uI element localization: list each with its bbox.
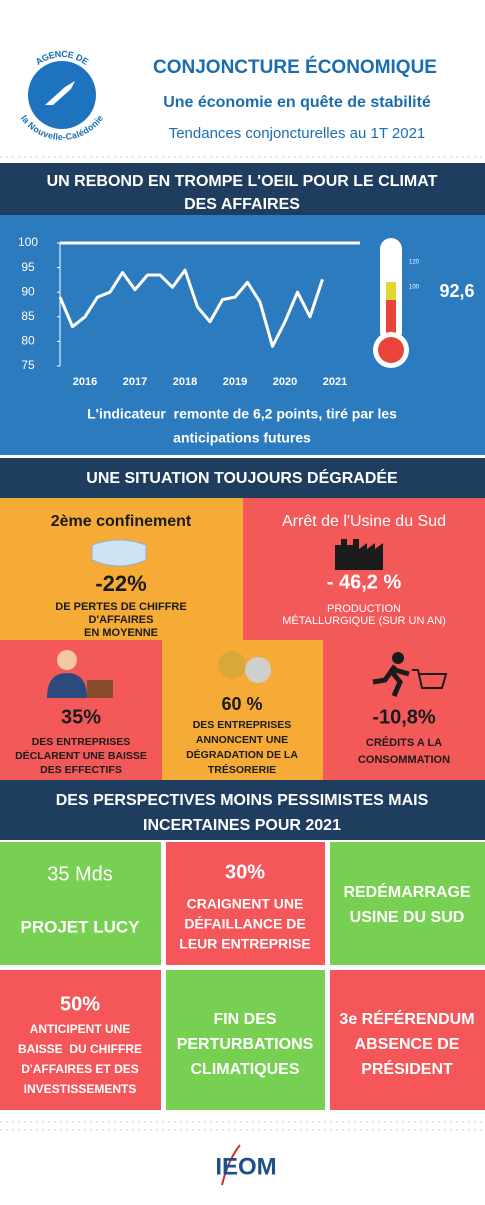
section-heading-bg <box>0 780 485 840</box>
y-tick-label: 95 <box>21 260 35 274</box>
coin-icon <box>245 657 271 683</box>
x-tick-label: 2019 <box>223 376 247 388</box>
briefcase-icon <box>87 680 113 698</box>
card-text: DE PERTES DE CHIFFRE <box>55 601 186 613</box>
card-text: 3e RÉFÉRENDUM <box>339 1009 474 1028</box>
footer-swoosh <box>221 1144 241 1186</box>
card <box>166 970 325 1110</box>
section-heading-bg <box>0 458 485 498</box>
thermometer-fill <box>386 282 396 302</box>
card-text: CRAIGNENT UNE <box>187 896 304 912</box>
thermometer-fill <box>386 300 396 345</box>
y-tick-label: 75 <box>21 358 35 372</box>
card <box>0 842 161 965</box>
card-text: CRÉDITS A LA <box>366 736 442 749</box>
section-heading: DES PERSPECTIVES MOINS PESSIMISTES MAIS <box>56 792 429 809</box>
thermometer-bulb <box>378 337 404 363</box>
card-text: REDÉMARRAGE <box>343 882 470 901</box>
caption: anticipations futures <box>173 430 311 446</box>
y-tick-label: 90 <box>21 284 35 298</box>
y-tick-label: 80 <box>21 334 35 348</box>
caption: L'indicateur remonte de 6,2 points, tiré… <box>87 406 397 422</box>
card-text: PRÉSIDENT <box>361 1059 453 1078</box>
x-tick-label: 2017 <box>123 376 147 388</box>
card-figure: - 46,2 % <box>327 571 402 593</box>
card-text: MÉTALLURGIQUE (SUR UN AN) <box>282 614 446 627</box>
section-heading-bg <box>0 163 485 215</box>
card <box>0 970 161 1110</box>
x-tick-label: 2020 <box>273 376 297 388</box>
card-text: ANNONCENT UNE <box>196 734 288 746</box>
card <box>330 970 485 1110</box>
card-text: D'AFFAIRES <box>89 614 154 626</box>
card-text: ANTICIPENT UNE <box>30 1022 131 1036</box>
period: Tendances conjoncturelles au 1T 2021 <box>169 125 426 142</box>
card-title: Arrêt de l'Usine du Sud <box>282 513 446 530</box>
section-heading: DES AFFAIRES <box>184 196 300 213</box>
section-heading: UNE SITUATION TOUJOURS DÉGRADÉE <box>86 468 398 487</box>
card-text: DÉFAILLANCE DE <box>184 916 305 932</box>
card-text: ABSENCE DE <box>355 1036 460 1053</box>
card-figure: -22% <box>95 571 146 596</box>
card-text: CONSOMMATION <box>358 754 450 766</box>
card-text: FIN DES <box>213 1011 276 1028</box>
x-tick-label: 2016 <box>73 376 97 388</box>
card-text: LEUR ENTREPRISE <box>179 936 310 952</box>
card <box>323 640 485 780</box>
card-title: 2ème confinement <box>51 513 192 530</box>
person-icon <box>47 673 87 698</box>
card-text: USINE DU SUD <box>350 909 465 926</box>
card-text: DES ENTREPRISES <box>193 719 292 731</box>
chart-panel <box>0 215 485 455</box>
card-text: EN MOYENNE <box>84 627 158 639</box>
card-text: PRODUCTION <box>327 603 401 615</box>
card-text: DÉGRADATION DE LA <box>186 748 298 761</box>
y-tick-label: 85 <box>21 309 35 323</box>
data-line <box>58 268 324 348</box>
section-heading: UN REBOND EN TROMPE L'OEIL POUR LE CLIMA… <box>47 173 438 190</box>
section-heading: INCERTAINES POUR 2021 <box>143 817 341 834</box>
mask-icon <box>91 539 147 567</box>
card <box>0 498 243 640</box>
card-text: DES ENTREPRISES <box>32 736 131 748</box>
y-tick-label: 100 <box>18 235 38 249</box>
chart: 75 80 85 90 95 100 2016 2017 2018 2019 2020 2021 <box>18 235 360 388</box>
thermo-value: 92,6 <box>439 281 474 301</box>
card-text: BAISSE DU CHIFFRE <box>18 1042 142 1056</box>
card-figure: -10,8% <box>372 706 436 728</box>
card-figure: 30% <box>225 861 265 883</box>
subtitle: Une économie en quête de stabilité <box>163 94 431 111</box>
coin-icon <box>218 651 246 679</box>
card-text: CLIMATIQUES <box>190 1061 299 1078</box>
card-text: DES EFFECTIFS <box>40 764 122 776</box>
runner-icon <box>392 652 404 664</box>
card <box>166 842 325 965</box>
x-tick-label: 2021 <box>323 376 347 388</box>
card <box>330 842 485 965</box>
person-icon <box>57 650 77 670</box>
card-text: PROJET LUCY <box>20 917 140 936</box>
card-text: INVESTISSEMENTS <box>24 1082 137 1096</box>
factory-icon <box>335 539 383 570</box>
card <box>0 640 162 780</box>
card-text: TRÉSORERIE <box>208 763 276 776</box>
cart-icon <box>412 669 448 689</box>
runner-icon <box>372 664 410 697</box>
thermo-tick: 100 <box>409 285 420 291</box>
card-figure: 35% <box>61 706 101 728</box>
x-tick-label: 2018 <box>173 376 197 388</box>
title: CONJONCTURE ÉCONOMIQUE <box>153 56 437 78</box>
footer-logo: IEOM <box>215 1153 276 1180</box>
thermo-tick: 120 <box>409 260 420 266</box>
card-figure: 50% <box>60 993 100 1015</box>
card-figure: 35 Mds <box>47 863 113 885</box>
logo-island <box>45 81 75 105</box>
card-text: PERTURBATIONS <box>177 1036 314 1053</box>
card-text: DÉCLARENT UNE BAISSE <box>15 749 147 762</box>
card-figure: 60 % <box>221 694 262 714</box>
card-text: D'AFFAIRES ET DES <box>21 1062 139 1076</box>
